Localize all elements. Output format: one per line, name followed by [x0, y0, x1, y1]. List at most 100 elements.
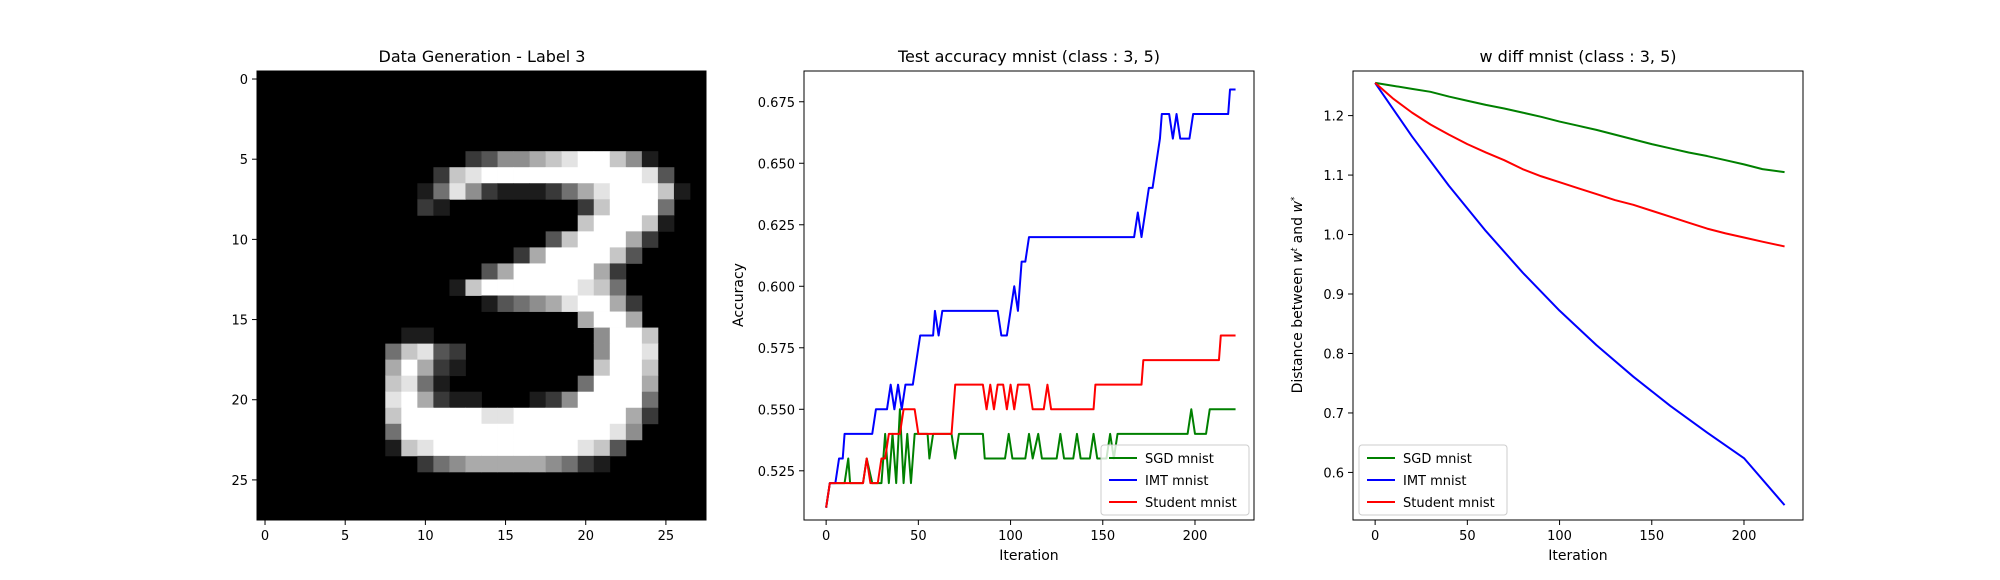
image-pixel	[577, 423, 595, 441]
image-pixel	[481, 167, 498, 184]
accuracy-xtick-label: 100	[998, 529, 1023, 544]
image-pixel	[433, 199, 450, 216]
image-pixel	[433, 391, 450, 409]
image-pixel	[401, 359, 418, 377]
image-pixel	[609, 263, 627, 280]
accuracy-axes	[803, 70, 1255, 521]
image-pixel	[449, 455, 466, 473]
image-pixel	[497, 295, 514, 312]
image-pixel	[561, 183, 579, 200]
image-pixel	[593, 439, 611, 457]
image-pixel	[593, 455, 611, 473]
image-pixel	[513, 183, 531, 200]
accuracy-legend-label-sgd: SGD mnist	[1145, 452, 1214, 467]
image-pixel	[513, 423, 531, 441]
image-pixel	[417, 375, 434, 393]
image-pixel	[577, 455, 595, 473]
accuracy-legend-box	[1100, 444, 1250, 516]
image-pixel	[577, 167, 595, 184]
image-pixel	[417, 359, 434, 377]
image-pixel	[417, 199, 434, 216]
image-pixel	[545, 391, 563, 409]
image-pixel	[481, 439, 498, 457]
image-pixel	[433, 359, 450, 377]
image-pixel	[497, 183, 514, 200]
image-pixel	[625, 151, 643, 168]
image-pixel	[433, 407, 450, 425]
image-pixel	[385, 407, 402, 425]
accuracy-series-imt	[825, 88, 1236, 508]
image-pixel	[625, 391, 643, 409]
image-pixel	[529, 263, 547, 280]
image-ytick-label: 0	[240, 73, 248, 88]
image-pixel	[497, 263, 514, 280]
accuracy-xlabel: Iteration	[999, 548, 1058, 564]
image-pixel	[625, 215, 643, 232]
image-frame	[256, 70, 707, 521]
wdiff-series-sgd	[1374, 81, 1785, 174]
image-pixel	[449, 359, 466, 377]
image-pixel	[593, 247, 611, 264]
image-pixel	[481, 423, 498, 441]
image-pixel	[657, 199, 675, 216]
accuracy-ytick-label: 0.625	[758, 219, 795, 234]
image-pixel	[577, 199, 595, 216]
wdiff-ytick-label: 0.7	[1323, 407, 1344, 422]
image-pixel	[449, 279, 466, 296]
image-pixel	[529, 295, 547, 312]
accuracy-legend: SGD mnist IMT mnist Student mnist	[1100, 444, 1250, 516]
image-pixel	[577, 215, 595, 232]
image-pixel	[625, 407, 643, 425]
image-pixel	[545, 247, 563, 264]
image-pixel	[497, 423, 514, 441]
image-pixel	[545, 167, 563, 184]
image-xtick-label: 0	[261, 529, 269, 544]
image-pixel	[625, 359, 643, 377]
accuracy-ytick-label: 0.575	[758, 342, 795, 357]
image-pixel	[417, 455, 434, 473]
image-pixel	[625, 311, 643, 328]
image-pixel	[465, 151, 482, 168]
accuracy-legend-label-student: Student mnist	[1145, 496, 1237, 511]
image-pixel	[577, 407, 595, 425]
image-pixel	[433, 423, 450, 441]
image-ytick-label: 20	[231, 394, 248, 409]
image-pixel	[609, 183, 627, 200]
image-pixel	[417, 407, 434, 425]
image-pixel	[593, 391, 611, 409]
image-pixel	[561, 279, 579, 296]
accuracy-title: Test accuracy mnist (class : 3, 5)	[897, 47, 1160, 66]
image-pixel	[593, 279, 611, 296]
image-pixel	[561, 151, 579, 168]
image-pixel	[401, 375, 418, 393]
image-pixel	[449, 183, 466, 200]
image-pixel	[641, 343, 659, 361]
image-pixel	[625, 375, 643, 393]
wdiff-ytick-label: 1.1	[1323, 169, 1344, 184]
image-panel: Data Generation - Label 3 0 5 10 15 20 25 0 5 10…	[231, 47, 707, 544]
image-pixel	[609, 343, 627, 361]
wdiff-ylabel: Distance between wt and w*	[1290, 196, 1306, 393]
image-pixel	[561, 231, 579, 248]
image-pixel	[401, 439, 418, 457]
image-pixel	[497, 167, 514, 184]
image-pixel	[561, 439, 579, 457]
image-pixel	[529, 183, 547, 200]
image-pixel	[433, 439, 450, 457]
image-pixel	[529, 167, 547, 184]
image-pixel	[577, 247, 595, 264]
image-pixel	[465, 439, 482, 457]
image-pixel	[561, 455, 579, 473]
wdiff-title: w diff mnist (class : 3, 5)	[1479, 47, 1676, 66]
image-pixel	[609, 231, 627, 248]
image-pixel	[497, 279, 514, 296]
image-ytick-label: 25	[231, 474, 248, 489]
image-xtick-label: 5	[341, 529, 349, 544]
image-pixel	[401, 327, 418, 345]
image-pixel	[577, 231, 595, 248]
image-pixel	[641, 215, 659, 232]
image-pixel	[545, 423, 563, 441]
wdiff-ytick-label: 0.6	[1323, 466, 1344, 481]
image-pixel	[417, 423, 434, 441]
image-pixel	[417, 183, 434, 200]
